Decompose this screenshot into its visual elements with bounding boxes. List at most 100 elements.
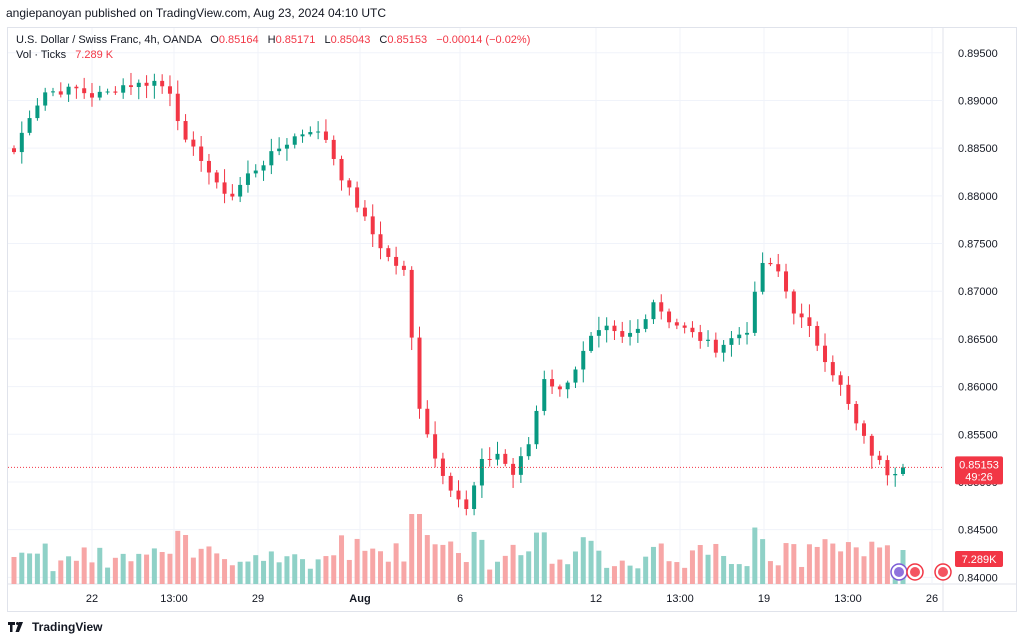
volume-bar xyxy=(151,548,157,584)
volume-bars xyxy=(11,514,906,584)
candle-body xyxy=(815,325,820,346)
volume-bar xyxy=(760,539,766,584)
x-tick-label: 13:00 xyxy=(834,593,862,605)
volume-bar xyxy=(323,556,329,584)
volume-bar xyxy=(42,543,48,584)
volume-bar xyxy=(159,552,165,584)
candle-body xyxy=(448,475,453,491)
volume-bar xyxy=(346,559,352,584)
candle-body xyxy=(409,269,414,338)
y-tick-label: 0.87000 xyxy=(958,286,998,298)
volume-bar xyxy=(66,556,72,584)
candle-body xyxy=(401,265,406,270)
volume-bar xyxy=(838,551,844,584)
volume-bar xyxy=(432,544,438,584)
volume-bar xyxy=(526,551,532,584)
candle-body xyxy=(456,490,461,500)
candle-body xyxy=(768,262,773,265)
volume-bar xyxy=(284,556,290,584)
candle-body xyxy=(830,362,835,376)
volume-bar xyxy=(144,554,150,584)
volume-bar xyxy=(401,561,407,584)
candle-body xyxy=(682,325,687,328)
candle-body xyxy=(791,291,796,314)
volume-bar xyxy=(697,545,703,584)
candle-body xyxy=(760,262,765,292)
volume-bar xyxy=(167,553,173,584)
volume-bar xyxy=(861,556,867,584)
volume-bar xyxy=(50,571,56,584)
x-tick-label: 22 xyxy=(86,593,98,605)
candle-body xyxy=(862,423,867,436)
y-tick-label: 0.87500 xyxy=(958,239,998,251)
volume-bar xyxy=(463,562,469,584)
candle-body xyxy=(331,139,336,159)
volume-bar xyxy=(752,527,758,584)
candle-body xyxy=(729,338,734,345)
volume-bar xyxy=(682,567,688,584)
volume-bar xyxy=(783,543,789,584)
volume-bar xyxy=(557,559,563,584)
candle-body xyxy=(581,350,586,370)
volume-bar xyxy=(877,547,883,584)
volume-bar xyxy=(409,514,415,584)
legend-volume-value: 7.289 K xyxy=(75,49,114,61)
us-flag-event-icon[interactable] xyxy=(906,563,924,581)
candle-body xyxy=(300,134,305,137)
legend-symbol[interactable]: U.S. Dollar / Swiss Franc, 4h, OANDA xyxy=(16,34,202,46)
volume-bar xyxy=(853,547,859,584)
volume-bar xyxy=(120,553,126,584)
volume-bar xyxy=(799,566,805,584)
chart-frame[interactable]: 0.89500 0.89000 0.88500 0.88000 0.87500 0.870… xyxy=(7,27,1017,612)
volume-bar xyxy=(268,551,274,584)
volume-bar xyxy=(300,559,306,584)
volume-bar xyxy=(253,555,259,584)
volume-bar xyxy=(744,566,750,584)
volume-bar xyxy=(229,565,235,584)
volume-bar xyxy=(112,557,118,584)
volume-bar xyxy=(502,555,508,584)
candle-body xyxy=(50,91,55,93)
candle-body xyxy=(604,325,609,331)
candle-body xyxy=(846,384,851,404)
volume-bar xyxy=(728,564,734,584)
y-tick-label: 0.89000 xyxy=(958,95,998,107)
candle-body xyxy=(534,410,539,445)
candle-body xyxy=(269,151,274,166)
footer-brand[interactable]: TradingView xyxy=(8,617,102,637)
legend-high: 0.85171 xyxy=(275,34,316,46)
volume-bar xyxy=(635,568,641,584)
x-tick-label: Aug xyxy=(349,593,370,605)
x-tick-label: 13:00 xyxy=(160,593,188,605)
volume-bar xyxy=(183,535,189,584)
volume-bar xyxy=(424,535,430,584)
volume-bar xyxy=(81,547,87,584)
legend-volume-row: Vol · Ticks 7.289 K xyxy=(16,48,530,63)
candle-body xyxy=(370,216,375,235)
legend-open-label: O xyxy=(210,34,219,46)
volume-bar xyxy=(658,543,664,584)
candle-body xyxy=(838,375,843,385)
candle-body xyxy=(425,408,430,435)
countdown-label: 49:26 xyxy=(965,471,993,483)
dividend-event-icon[interactable] xyxy=(890,563,908,581)
volume-bar xyxy=(128,561,134,584)
candlestick-chart[interactable]: 0.89500 0.89000 0.88500 0.88000 0.87500 0.870… xyxy=(8,28,1016,611)
candle-body xyxy=(58,91,63,95)
volume-bar xyxy=(767,561,773,584)
candle-body xyxy=(82,88,87,94)
us-flag-event-icon[interactable] xyxy=(934,563,952,581)
legend-volume-label[interactable]: Vol · Ticks xyxy=(16,49,67,61)
legend-close-label: C xyxy=(379,34,388,46)
candle-body xyxy=(799,313,804,318)
volume-bar xyxy=(385,561,391,584)
legend-low: 0.85043 xyxy=(330,34,371,46)
candle-body xyxy=(245,173,250,185)
publish-info: angiepanoyan published on TradingView.co… xyxy=(6,6,387,20)
candle-body xyxy=(433,434,438,459)
candle-body xyxy=(869,435,874,456)
candle-body xyxy=(823,345,828,363)
volume-bar xyxy=(830,543,836,584)
candle-body xyxy=(19,132,24,153)
candle-body xyxy=(89,93,94,98)
